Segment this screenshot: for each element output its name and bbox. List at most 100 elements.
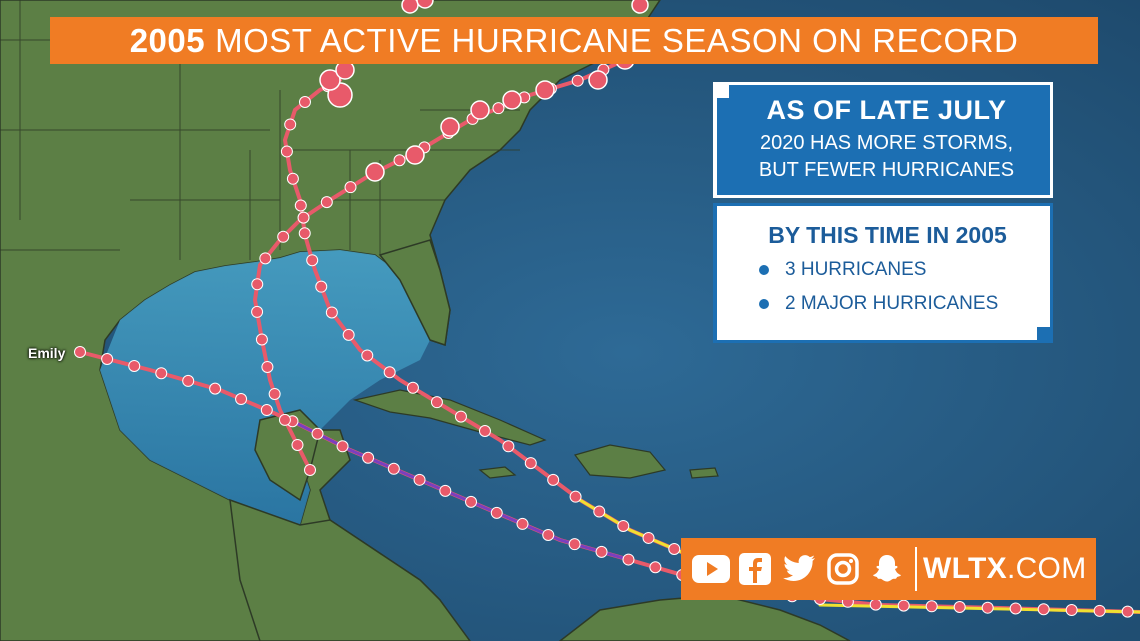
- track-marker: [297, 211, 310, 224]
- track-marker: [642, 531, 655, 544]
- track-marker: [277, 230, 290, 243]
- hispaniola: [573, 444, 667, 479]
- snapchat-icon[interactable]: [867, 549, 907, 589]
- stat-panel-bottom: BY THIS TIME IN 2005 3 HURRICANES 2 MAJO…: [713, 203, 1053, 343]
- track-marker: [406, 381, 419, 394]
- panel-corner-accent: [713, 82, 729, 98]
- track-marker: [74, 346, 86, 358]
- site-name: WLTX: [923, 552, 1007, 585]
- banner-title: MOST ACTIVE HURRICANE SEASON ON RECORD: [215, 21, 1019, 59]
- storm-label-emily: Emily: [28, 345, 66, 361]
- list-item: 2 MAJOR HURRICANES: [759, 293, 1040, 315]
- track-marker: [182, 374, 195, 387]
- panel-top-line2: BUT FEWER HURRICANES: [758, 159, 1015, 181]
- panel-bottom-heading: BY THIS TIME IN 2005: [768, 222, 1007, 248]
- track-marker: [595, 545, 608, 558]
- track-marker: [490, 506, 503, 519]
- track-marker: [1037, 603, 1050, 616]
- track-marker: [502, 440, 515, 453]
- track-marker: [617, 519, 630, 532]
- track-marker: [298, 227, 311, 240]
- track-marker: [925, 600, 938, 613]
- puerto-rico: [689, 467, 719, 479]
- track-marker: [311, 427, 324, 440]
- panel-top-heading: AS OF LATE JULY: [766, 95, 1007, 125]
- track-marker: [387, 462, 400, 475]
- track-marker: [571, 74, 584, 87]
- gulf-of-mexico: [100, 250, 430, 525]
- track-marker: [261, 360, 274, 373]
- track-marker: [101, 352, 114, 365]
- track-marker: [209, 382, 222, 395]
- track-marker: [393, 154, 406, 167]
- track-marker: [278, 413, 291, 426]
- track-marker: [291, 438, 304, 451]
- track-marker: [128, 359, 141, 372]
- track-marker: [413, 473, 426, 486]
- track-marker: [668, 542, 681, 555]
- track-marker: [465, 495, 478, 508]
- track-marker: [259, 252, 272, 265]
- track-marker: [430, 396, 443, 409]
- south-america: [558, 594, 851, 641]
- track-marker: [280, 145, 293, 158]
- track-marker: [286, 172, 299, 185]
- track-marker: [255, 333, 268, 346]
- track-marker: [454, 410, 467, 423]
- track-marker: [478, 424, 491, 437]
- twitter-icon[interactable]: [779, 549, 819, 589]
- list-item: 3 HURRICANES: [759, 259, 1040, 281]
- instagram-icon[interactable]: [823, 549, 863, 589]
- central-america: [229, 498, 471, 641]
- track-marker: [251, 278, 264, 291]
- banner-year: 2005: [129, 21, 206, 59]
- yucatan: [254, 409, 321, 502]
- track-marker: [268, 387, 281, 400]
- track-marker: [284, 118, 297, 131]
- track-marker: [235, 393, 248, 406]
- track-marker: [1065, 604, 1078, 617]
- site-url[interactable]: WLTX.COM: [923, 552, 1086, 586]
- track-marker: [524, 457, 537, 470]
- track-marker: [298, 96, 311, 109]
- panel-corner-accent: [1037, 327, 1053, 343]
- track-marker: [439, 484, 452, 497]
- track-marker: [542, 528, 555, 541]
- track-marker: [362, 451, 375, 464]
- site-domain: .COM: [1006, 552, 1087, 585]
- facebook-icon[interactable]: [735, 549, 775, 589]
- panel-top-line1: 2020 HAS MORE STORMS,: [759, 132, 1014, 154]
- track-marker: [361, 349, 374, 362]
- track-marker: [1093, 604, 1106, 617]
- track-marker: [649, 561, 662, 574]
- track-marker: [953, 600, 966, 613]
- track-marker: [593, 505, 606, 518]
- track-marker: [516, 517, 529, 530]
- bullet-icon: [759, 265, 769, 275]
- track-marker: [1121, 605, 1134, 618]
- jamaica: [478, 466, 517, 479]
- track-marker: [981, 601, 994, 614]
- track-marker: [547, 473, 560, 486]
- track-marker: [383, 366, 396, 379]
- track-marker: [315, 280, 328, 293]
- track-marker: [622, 553, 635, 566]
- list-item-text: 3 HURRICANES: [785, 259, 927, 280]
- title-banner: 2005 MOST ACTIVE HURRICANE SEASON ON RECO…: [50, 17, 1098, 64]
- track-marker: [294, 199, 307, 212]
- stat-panel-top: AS OF LATE JULY 2020 HAS MORE STORMS, BU…: [713, 82, 1053, 198]
- bullet-icon: [759, 299, 769, 309]
- track-marker: [897, 599, 910, 612]
- track-marker: [342, 328, 355, 341]
- track-marker: [304, 464, 316, 476]
- track-marker: [1009, 602, 1022, 615]
- track-marker: [155, 367, 168, 380]
- youtube-icon[interactable]: [691, 549, 731, 589]
- track-marker: [325, 306, 338, 319]
- track-marker: [568, 538, 581, 551]
- track-marker: [260, 404, 273, 417]
- low-markers: [319, 0, 649, 182]
- track-marker: [306, 254, 319, 267]
- florida: [378, 239, 451, 346]
- track-marker: [251, 305, 264, 318]
